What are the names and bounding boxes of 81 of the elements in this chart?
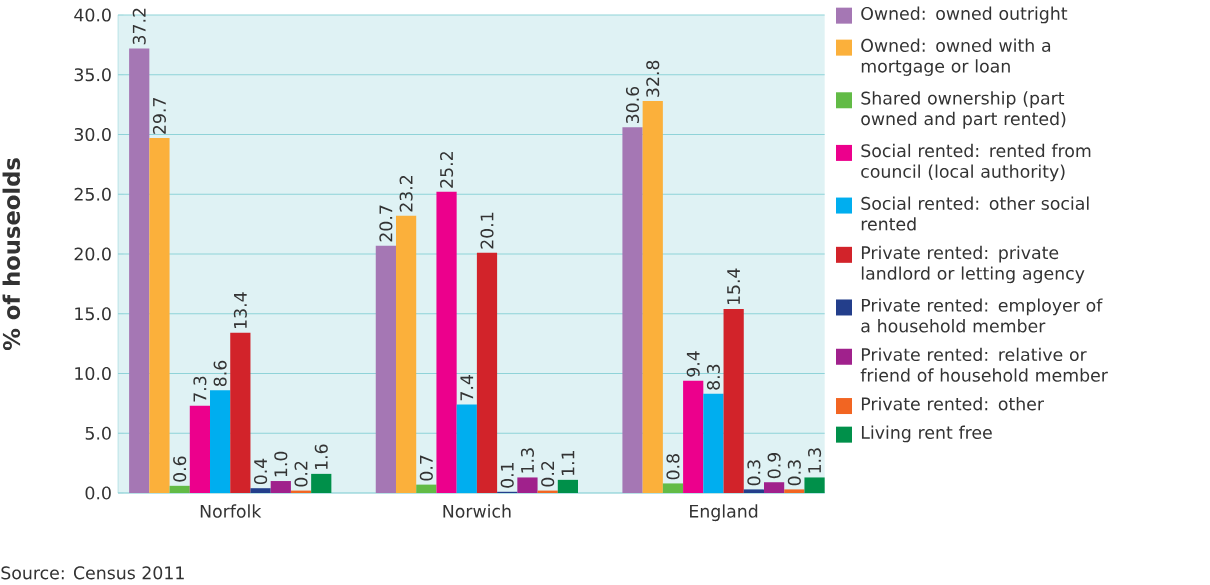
bar — [436, 191, 457, 493]
data-label: 0.6 — [173, 456, 187, 482]
legend-label: Owned: owned with a mortgage or loan — [861, 38, 1051, 76]
legend-label: Private rented: other — [861, 396, 1045, 411]
bar — [230, 332, 251, 493]
data-label: 23.2 — [399, 175, 413, 212]
data-label: 1.3 — [520, 448, 535, 473]
bar — [456, 404, 477, 493]
data-label: 1.0 — [274, 451, 288, 477]
y-tick-label: 5.0 — [85, 426, 111, 440]
data-label: 0.9 — [767, 452, 781, 479]
bar — [703, 393, 724, 493]
data-label: 0.8 — [666, 454, 680, 480]
bar — [270, 481, 291, 493]
bar — [804, 477, 825, 493]
legend-label: Living rent free — [861, 425, 992, 443]
data-label: 20.7 — [379, 205, 393, 242]
data-label: 1.3 — [808, 448, 822, 473]
y-tick-label: 0.0 — [85, 486, 111, 500]
bar — [683, 380, 704, 493]
bar — [210, 390, 231, 493]
data-label: 0.3 — [787, 460, 801, 486]
x-tick-label: Norwich — [443, 504, 511, 518]
data-label: 37.2 — [132, 8, 146, 45]
y-axis-title: % of houseolds — [2, 158, 21, 351]
data-label: 8.3 — [706, 364, 720, 390]
bar — [642, 101, 663, 493]
legend-label: Owned: owned outright — [861, 6, 1068, 24]
data-label: 0.2 — [541, 461, 555, 487]
bar — [517, 477, 538, 493]
data-label: 30.6 — [625, 86, 640, 124]
bar — [169, 485, 190, 493]
data-label: 0.3 — [747, 460, 761, 486]
y-tick-label: 35.0 — [74, 68, 111, 82]
bar — [129, 48, 150, 493]
y-tick-label: 15.0 — [75, 307, 111, 321]
data-label: 0.7 — [419, 455, 433, 481]
data-label: 1.1 — [561, 450, 575, 476]
legend-label: Shared ownership (part owned and part rented) — [861, 91, 1066, 129]
y-tick-label: 25.0 — [74, 187, 111, 201]
y-tick-label: 40.0 — [74, 8, 111, 22]
x-tick-label: England — [690, 504, 758, 522]
bar — [723, 308, 744, 493]
source-note: Source: Census 2011 — [1, 566, 184, 580]
bar — [149, 138, 170, 493]
x-tick-label: Norfolk — [200, 504, 262, 518]
bar — [375, 245, 396, 493]
bar — [557, 479, 579, 493]
data-label: 15.4 — [727, 268, 741, 305]
legend-label: Social rented: other social rented — [861, 196, 1089, 231]
bar — [743, 489, 764, 493]
data-label: 0.1 — [500, 462, 514, 488]
y-tick-label: 20.0 — [74, 247, 111, 261]
data-label: 9.4 — [686, 351, 700, 377]
data-label: 7.4 — [460, 375, 474, 401]
y-tick-label: 30.0 — [74, 127, 111, 142]
bar — [622, 127, 643, 493]
bar — [764, 482, 785, 493]
legend-label: Private rented: employer of a household member — [861, 298, 1103, 333]
data-label: 13.4 — [233, 292, 247, 329]
bar — [416, 484, 437, 493]
legend-label: Social rented: rented from council (local authority) — [861, 143, 1091, 182]
data-label: 7.3 — [193, 376, 207, 402]
data-label: 29.7 — [152, 98, 167, 134]
data-label: 25.2 — [440, 152, 454, 188]
bar — [189, 405, 211, 493]
bar — [250, 488, 271, 493]
bar — [476, 252, 498, 493]
data-label: 0.4 — [254, 458, 268, 485]
bar — [662, 483, 684, 493]
data-label: 20.1 — [480, 212, 494, 249]
y-tick-label: 10.0 — [75, 366, 111, 381]
data-label: 32.8 — [646, 60, 660, 97]
bar — [311, 473, 332, 493]
bar — [395, 215, 417, 493]
data-label: 1.6 — [314, 444, 328, 470]
legend-label: Private rented: private landlord or letting agency — [861, 245, 1085, 284]
data-label: 8.6 — [213, 360, 227, 387]
data-label: 0.2 — [294, 461, 308, 487]
bar — [784, 489, 805, 493]
legend-label: Private rented: relative or friend of household member — [860, 347, 1108, 382]
